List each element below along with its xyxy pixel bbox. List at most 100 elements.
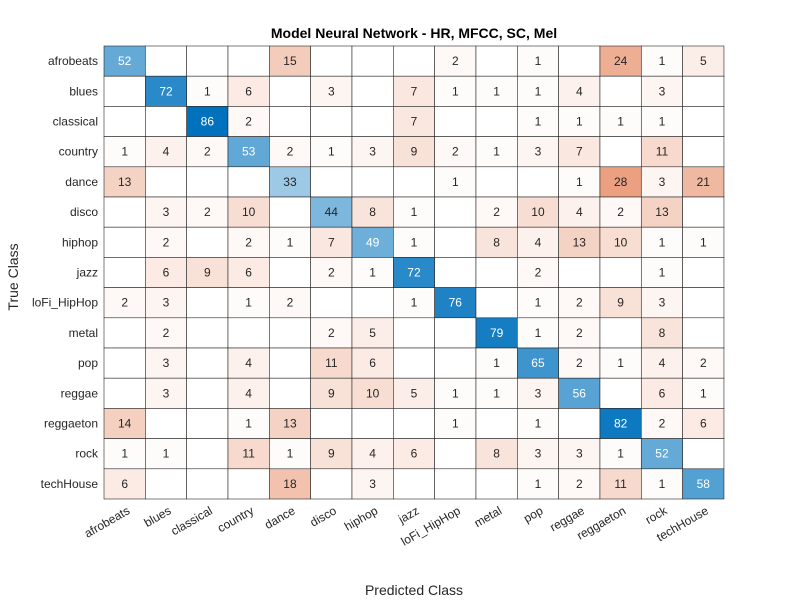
cell-value: 7 <box>576 145 583 159</box>
matrix-cell <box>682 75 725 107</box>
cell-value: 76 <box>449 296 463 310</box>
cell-value: 1 <box>535 477 542 491</box>
matrix-cell <box>558 106 601 137</box>
cell-value: 3 <box>369 145 376 159</box>
matrix-cell <box>351 166 394 198</box>
cell-value: 3 <box>163 205 170 219</box>
cell-value: 10 <box>242 205 256 219</box>
matrix-cell <box>640 408 683 439</box>
matrix-cell <box>103 317 146 349</box>
cell-value: 13 <box>655 205 669 219</box>
matrix-cell <box>475 317 518 349</box>
matrix-cell <box>599 408 642 439</box>
matrix-cell <box>640 226 683 258</box>
matrix-cell <box>434 438 477 470</box>
matrix-cell <box>351 408 394 439</box>
matrix-cell <box>351 438 394 470</box>
matrix-cell <box>310 377 353 409</box>
matrix-cell <box>310 45 353 77</box>
cell-value: 1 <box>617 356 624 370</box>
cell-value: 1 <box>287 447 294 461</box>
cell-value: 3 <box>369 477 376 491</box>
matrix-cell <box>269 106 311 137</box>
cell-value: 3 <box>163 296 170 310</box>
matrix-cell <box>310 468 353 500</box>
matrix-cell <box>558 317 601 349</box>
matrix-cell <box>145 408 187 439</box>
cell-value: 4 <box>245 356 252 370</box>
cell-value: 3 <box>535 447 542 461</box>
matrix-cell <box>145 75 187 107</box>
matrix-cell <box>351 136 394 168</box>
x-tick-label: classical <box>169 503 215 538</box>
cell-value: 6 <box>659 386 666 400</box>
matrix-cell <box>393 196 435 228</box>
cell-value: 79 <box>490 326 504 340</box>
cell-value: 2 <box>659 417 666 431</box>
matrix-cell <box>393 45 435 77</box>
matrix-cell <box>475 287 518 319</box>
cell-value: 9 <box>411 145 418 159</box>
matrix-cell <box>145 438 187 470</box>
matrix-cell <box>434 347 477 379</box>
matrix-cell <box>269 287 311 319</box>
matrix-cell <box>640 287 683 319</box>
matrix-cell <box>103 257 146 288</box>
matrix-cell <box>475 347 518 379</box>
cell-value: 8 <box>659 326 666 340</box>
matrix-cell <box>475 468 518 500</box>
matrix-cell <box>103 106 146 137</box>
cell-value: 6 <box>121 477 128 491</box>
matrix-cell <box>310 106 353 137</box>
y-tick-label: loFi_HipHop <box>32 296 98 310</box>
cell-value: 7 <box>328 235 335 249</box>
cell-value: 5 <box>369 326 376 340</box>
cell-value: 5 <box>700 54 707 68</box>
cell-value: 9 <box>328 447 335 461</box>
cell-value: 4 <box>163 145 170 159</box>
matrix-cell <box>227 377 270 409</box>
matrix-cell <box>227 468 270 500</box>
cell-value: 3 <box>659 84 666 98</box>
matrix-cell <box>269 347 311 379</box>
matrix-cell <box>640 136 683 168</box>
matrix-cell <box>227 136 270 168</box>
matrix-cell <box>269 75 311 107</box>
cell-value: 44 <box>325 205 339 219</box>
cell-value: 7 <box>411 84 418 98</box>
cell-value: 3 <box>163 356 170 370</box>
cell-value: 1 <box>535 326 542 340</box>
matrix-cell <box>145 226 187 258</box>
cell-value: 2 <box>576 477 583 491</box>
cell-value: 2 <box>576 296 583 310</box>
cell-value: 49 <box>366 235 380 249</box>
matrix-cell <box>434 106 477 137</box>
matrix-cell <box>310 287 353 319</box>
matrix-cell <box>186 257 229 288</box>
cell-value: 1 <box>535 54 542 68</box>
matrix-cell <box>103 136 146 168</box>
matrix-cell <box>599 287 642 319</box>
matrix-cell <box>434 287 477 319</box>
cell-value: 53 <box>242 145 256 159</box>
matrix-cell <box>186 226 229 258</box>
matrix-cell <box>599 257 642 288</box>
matrix-cell <box>516 257 559 288</box>
cell-value: 2 <box>328 326 335 340</box>
cell-value: 82 <box>614 417 628 431</box>
matrix-cell <box>351 106 394 137</box>
y-axis-label: True Class <box>5 243 21 310</box>
x-tick-label: disco <box>308 503 340 529</box>
cell-value: 8 <box>493 447 500 461</box>
cell-value: 72 <box>159 84 173 98</box>
cell-value: 1 <box>659 477 666 491</box>
matrix-cell <box>310 438 353 470</box>
cell-value: 2 <box>245 235 252 249</box>
cell-value: 10 <box>614 235 628 249</box>
cell-value: 11 <box>656 145 669 159</box>
chart-title: Model Neural Network - HR, MFCC, SC, Mel <box>271 25 557 41</box>
x-tick-label: dance <box>262 503 298 532</box>
cell-value: 1 <box>245 417 252 431</box>
matrix-cell <box>186 317 229 349</box>
cell-value: 6 <box>369 356 376 370</box>
